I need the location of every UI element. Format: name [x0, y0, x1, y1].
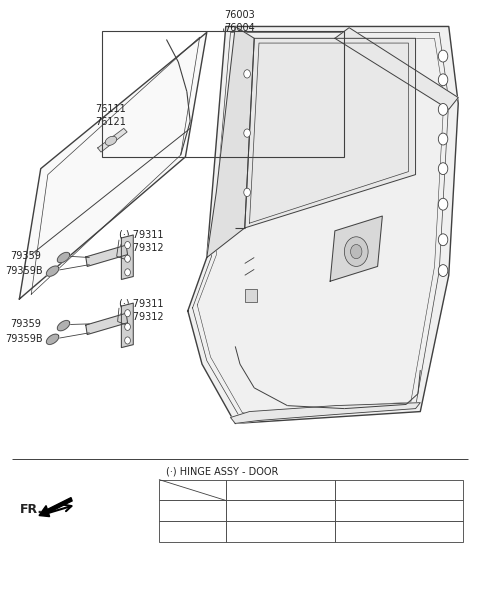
Bar [335, 521, 463, 542]
FancyArrow shape [39, 498, 72, 517]
Circle shape [438, 74, 448, 86]
Polygon shape [335, 28, 458, 109]
Circle shape [244, 129, 251, 138]
Text: FR.: FR. [19, 503, 43, 516]
Polygon shape [121, 303, 133, 347]
Text: (·) 79311
(·) 79312: (·) 79311 (·) 79312 [119, 230, 164, 252]
Text: 79359B: 79359B [5, 266, 43, 276]
Circle shape [438, 133, 448, 145]
Bar [102, 31, 344, 157]
Text: 79310-2K000: 79310-2K000 [248, 506, 313, 516]
Circle shape [125, 269, 131, 276]
Text: (·) HINGE ASSY - DOOR: (·) HINGE ASSY - DOOR [167, 466, 279, 477]
Text: 79359: 79359 [10, 251, 41, 261]
Text: LH: LH [186, 506, 199, 516]
Text: 76003
76004: 76003 76004 [225, 10, 255, 33]
Polygon shape [330, 216, 383, 281]
Polygon shape [230, 402, 420, 423]
Polygon shape [97, 129, 127, 152]
Text: 76111
76121: 76111 76121 [96, 104, 126, 127]
Text: 79320-2K000: 79320-2K000 [248, 526, 313, 536]
Circle shape [438, 199, 448, 210]
Bar [335, 480, 463, 501]
Polygon shape [19, 32, 207, 299]
Circle shape [350, 245, 362, 259]
Polygon shape [47, 266, 59, 276]
Circle shape [125, 255, 131, 263]
Circle shape [125, 324, 131, 331]
Bar [159, 521, 226, 542]
Polygon shape [57, 252, 70, 263]
Circle shape [125, 242, 131, 249]
Text: LWR: LWR [388, 485, 409, 495]
Bar [159, 501, 226, 521]
Circle shape [438, 50, 448, 62]
Text: RH: RH [185, 526, 200, 536]
Text: 79310-2K000: 79310-2K000 [366, 526, 432, 536]
Circle shape [438, 103, 448, 115]
Polygon shape [86, 245, 128, 267]
Text: 79359: 79359 [10, 319, 41, 329]
Ellipse shape [105, 136, 117, 145]
Polygon shape [188, 26, 458, 423]
Circle shape [244, 188, 251, 197]
Circle shape [344, 237, 368, 267]
Circle shape [438, 163, 448, 175]
Text: (·) 79311
(·) 79312: (·) 79311 (·) 79312 [119, 298, 164, 321]
Polygon shape [121, 235, 133, 279]
Polygon shape [47, 334, 59, 344]
Circle shape [244, 70, 251, 78]
Polygon shape [207, 26, 254, 258]
Polygon shape [86, 313, 128, 334]
Circle shape [125, 310, 131, 317]
Text: UPR: UPR [270, 485, 290, 495]
Bar [335, 501, 463, 521]
Circle shape [125, 337, 131, 344]
Text: 79359B: 79359B [5, 334, 43, 344]
Circle shape [438, 265, 448, 276]
Bar [245, 289, 257, 302]
Text: 79320-2K000: 79320-2K000 [366, 506, 432, 516]
Polygon shape [245, 38, 416, 228]
Polygon shape [57, 321, 70, 331]
Bar [226, 521, 335, 542]
Bar [226, 501, 335, 521]
Bar [226, 480, 335, 501]
Bar [159, 480, 226, 501]
Circle shape [438, 234, 448, 246]
